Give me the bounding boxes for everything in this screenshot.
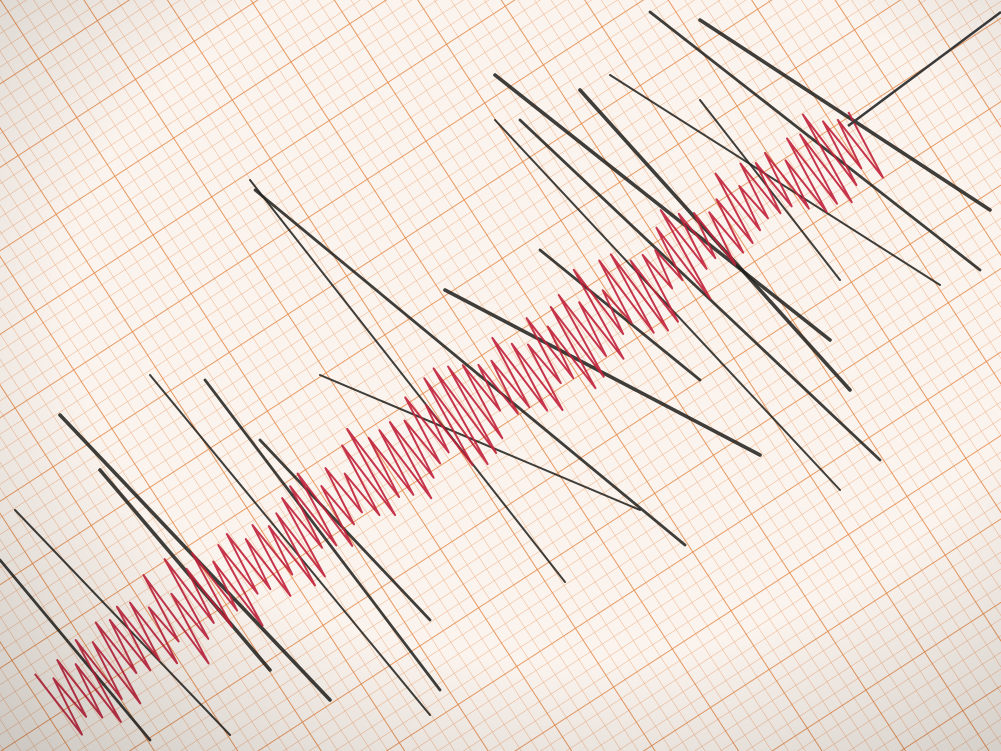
vignette	[0, 0, 1001, 751]
seismograph-photo	[0, 0, 1001, 751]
